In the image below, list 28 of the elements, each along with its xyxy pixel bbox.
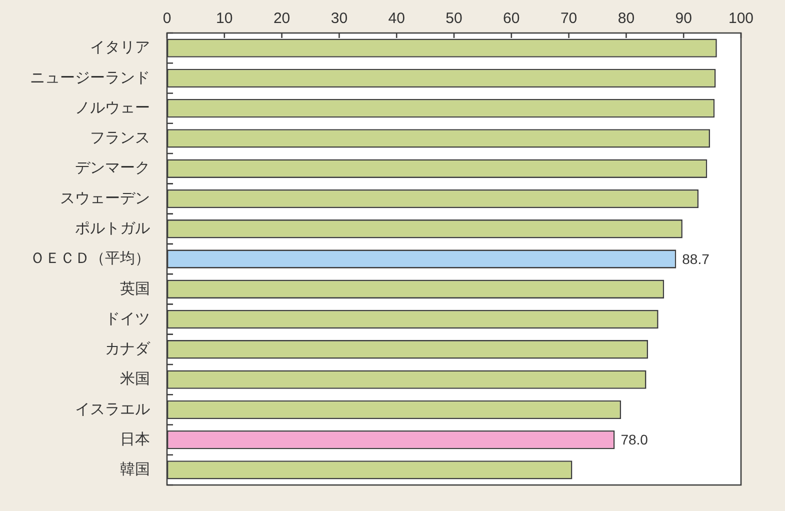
y-tick-label: 米国 xyxy=(120,370,150,388)
y-tick-label: イタリア xyxy=(90,39,150,56)
x-tick-label: 100 xyxy=(728,10,754,28)
x-tick-label: 80 xyxy=(618,10,635,28)
data-label: 78.0 xyxy=(620,432,648,448)
y-tick-label: カナダ xyxy=(105,340,151,358)
y-tick-label: 日本 xyxy=(120,430,150,448)
x-tick-label: 90 xyxy=(675,10,692,28)
y-tick-label: イスラエル xyxy=(75,400,150,418)
y-tick-label: ドイツ xyxy=(105,310,150,328)
y-tick-label: ＯＥＣＤ（平均） xyxy=(30,250,150,268)
x-tick-label: 40 xyxy=(388,10,405,28)
y-tick-label: フランス xyxy=(90,130,150,147)
data-label: 88.7 xyxy=(682,250,710,267)
x-tick-label: 20 xyxy=(273,10,290,28)
x-tick-label: 10 xyxy=(216,10,233,28)
y-tick-label: 英国 xyxy=(120,280,150,298)
x-tick-label: 0 xyxy=(162,10,172,28)
y-tick-label: ニュージーランド xyxy=(30,69,150,86)
y-tick-label: デンマーク xyxy=(75,160,150,177)
y-tick-label: 韓国 xyxy=(120,461,150,478)
x-tick-label: 60 xyxy=(503,10,520,28)
x-tick-label: 50 xyxy=(446,10,462,28)
x-tick-label: 70 xyxy=(560,10,578,28)
y-tick-label: ポルトガル xyxy=(75,220,150,238)
y-tick-label: スウェーデン xyxy=(60,190,150,207)
y-tick-label: ノルウェー xyxy=(75,99,150,116)
x-tick-label: 30 xyxy=(330,10,348,28)
